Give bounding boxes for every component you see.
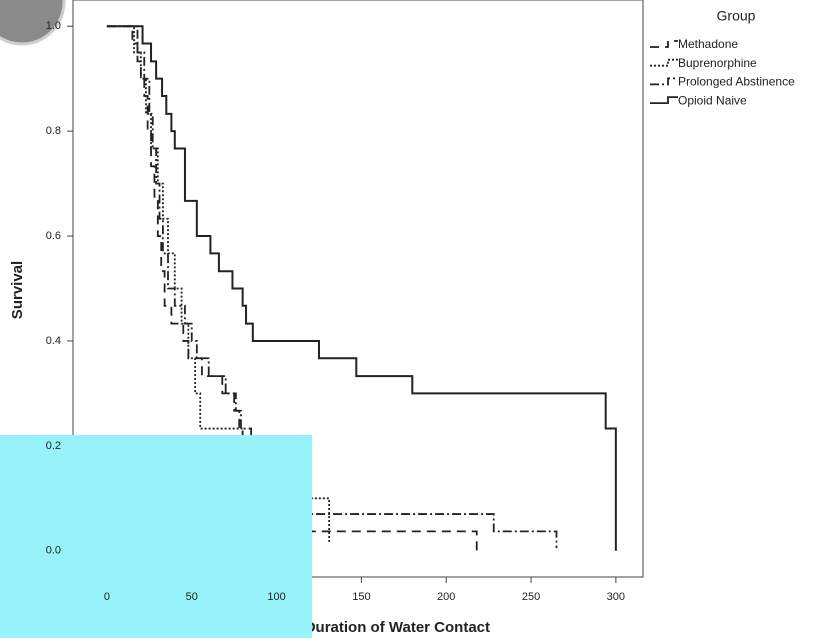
x-axis-title: Duration of Water Contact (305, 619, 490, 636)
survival-curve (106, 25, 478, 551)
x-tick-label: 100 (267, 591, 285, 603)
y-tick-label: 0.6 (46, 230, 61, 242)
x-tick-label: 0 (104, 591, 110, 603)
legend-swatch (650, 77, 678, 86)
y-tick-label: 0.0 (46, 545, 61, 557)
legend-label: Methadone (678, 37, 738, 51)
legend-label: Opioid Naive (678, 93, 747, 107)
x-tick-label: 200 (437, 591, 455, 603)
legend-label: Prolonged Abstinence (678, 75, 795, 89)
survival-curve (106, 25, 617, 551)
x-tick-label: 50 (186, 591, 198, 603)
y-tick-label: 1.0 (46, 20, 61, 32)
legend-swatch (650, 58, 678, 67)
y-axis-title: Survival (9, 261, 26, 319)
y-tick-label: 0.2 (46, 440, 61, 452)
y-tick-label: 0.8 (46, 125, 61, 137)
plot-frame (72, 0, 644, 578)
x-tick-label: 250 (522, 591, 540, 603)
legend-swatch (650, 40, 678, 48)
legend-title: Group (717, 8, 756, 24)
legend-swatch (650, 96, 678, 104)
x-tick-label: 150 (352, 591, 370, 603)
legend: Methadone Buprenorphine Prolonged Abstinen… (650, 37, 795, 107)
occluding-circle (0, 0, 66, 46)
occluding-overlay (0, 435, 312, 638)
y-tick-label: 0.4 (46, 335, 61, 347)
x-tick-label: 300 (607, 591, 625, 603)
legend-label: Buprenorphine (678, 56, 757, 70)
